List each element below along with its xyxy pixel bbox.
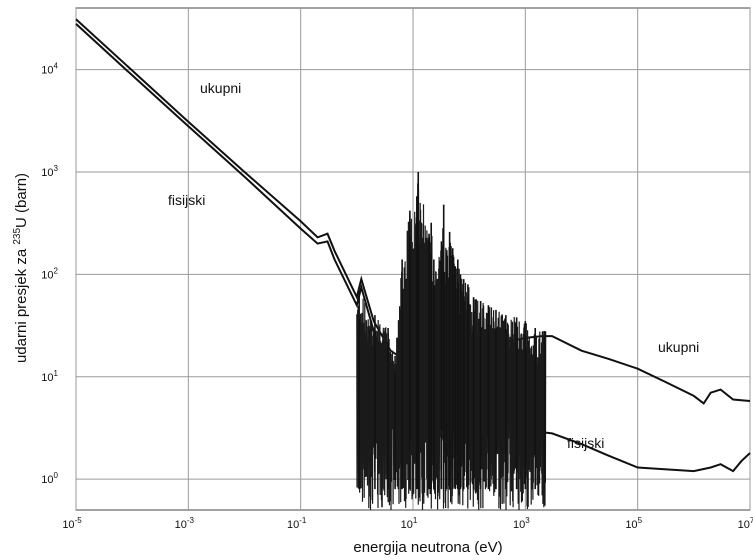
- annotation-total-left: ukupni: [200, 80, 241, 96]
- x-tick-label: 10-1: [287, 516, 307, 531]
- x-tick-label: 101: [401, 516, 418, 531]
- x-tick-label: 10-5: [62, 516, 82, 531]
- y-tick-label: 102: [41, 266, 58, 281]
- x-tick-label: 105: [625, 516, 642, 531]
- y-tick-label: 101: [41, 369, 58, 384]
- annotation-fission-left: fisijski: [168, 192, 205, 208]
- x-axis-label: energija neutrona (eV): [353, 539, 502, 556]
- x-tick-label: 103: [513, 516, 530, 531]
- y-tick-label: 104: [41, 62, 58, 77]
- y-tick-labels: 100 101 102 103 104: [41, 62, 58, 487]
- annotation-total-right: ukupni: [658, 339, 699, 355]
- y-tick-label: 100: [41, 471, 58, 486]
- plot-area: [75, 18, 751, 511]
- x-tick-label: 107: [738, 516, 753, 531]
- y-tick-label: 103: [41, 164, 58, 179]
- x-tick-label: 10-3: [175, 516, 195, 531]
- x-tick-labels: 10-5 10-3 10-1 101 103 105 107: [62, 516, 753, 531]
- annotation-fission-right: fisijski: [567, 435, 604, 451]
- y-axis-label: udarni presjek za 235U (barn): [12, 173, 30, 363]
